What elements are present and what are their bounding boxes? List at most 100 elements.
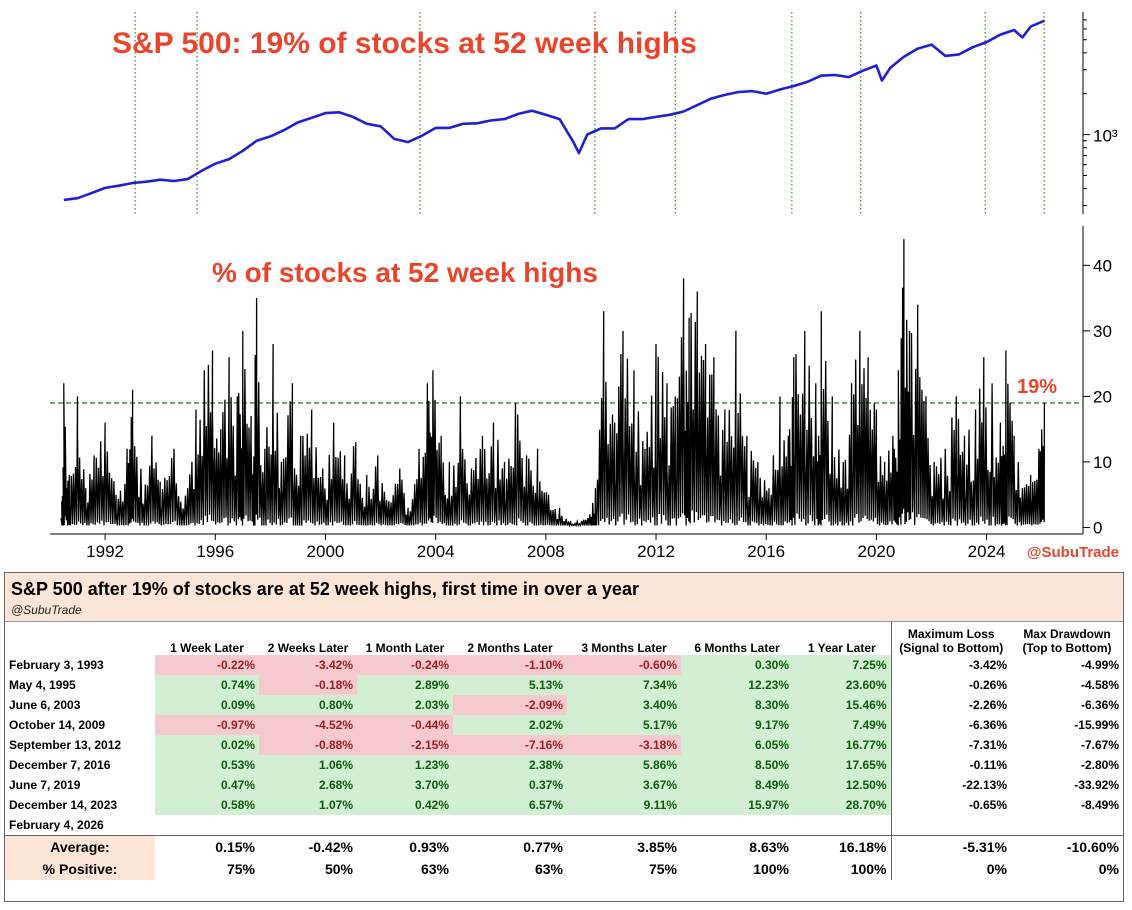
table-cell: -3.42%: [259, 655, 357, 675]
table-cell: 16.77%: [793, 735, 891, 755]
summary-cell: 50%: [324, 861, 353, 877]
column-header: Max Drawdown (Top to Bottom): [1022, 627, 1112, 655]
row-date: December 7, 2016: [9, 758, 111, 772]
table-cell: -0.60%: [567, 655, 681, 675]
table-cell: 28.70%: [793, 795, 891, 815]
pct-y-tick-label: 0: [1093, 518, 1102, 537]
price-series-line: [63, 19, 1045, 202]
column-header: 1 Month Later: [365, 641, 445, 655]
pct-annotation: @SubuTrade: [1027, 544, 1119, 561]
summary-cell: 75%: [648, 861, 677, 877]
pct-panel: 0 10 20 30 40 1992 1996 2000 2004 2008 2012 2016 202…: [50, 226, 1119, 561]
table-cell: [357, 815, 453, 836]
x-tick-label: 2024: [968, 542, 1006, 561]
pct-y-tick-label: 30: [1093, 322, 1112, 341]
x-tick-label: 2016: [747, 542, 785, 561]
summary-cell: 75%: [226, 861, 255, 877]
summary-cell: 3.85%: [567, 835, 681, 858]
table-cell: 17.65%: [793, 755, 891, 775]
table-row: February 4, 2026: [5, 815, 1123, 836]
table-row: June 6, 2003 0.09% 0.80% 2.03% -2.09% 3.40% 8.…: [5, 695, 1123, 715]
table-cell: -7.31%: [890, 735, 1011, 755]
table-cell: -15.99%: [1074, 718, 1119, 732]
table-row: June 7, 2019 0.47% 2.68% 3.70% 0.37% 3.67% 8.4…: [5, 775, 1123, 795]
table-row: February 3, 1993 -0.22% -3.42% -0.24% -1.10%…: [5, 655, 1123, 675]
price-chart-title: S&P 500: 19% of stocks at 52 week highs: [112, 27, 697, 60]
table-cell: -4.52%: [259, 715, 357, 735]
table-cell: 0.09%: [155, 695, 259, 715]
table-cell: 15.97%: [681, 795, 793, 815]
row-date: October 14, 2009: [9, 718, 106, 732]
table-cell: 12.23%: [681, 675, 793, 695]
summary-cell: 0%: [890, 858, 1011, 880]
table-cell: 9.17%: [681, 715, 793, 735]
table-cell: [259, 815, 357, 836]
table-cell: -33.92%: [1074, 778, 1119, 792]
column-header: 1 Week Later: [170, 641, 244, 655]
table-row: September 13, 2012 0.02% -0.88% -2.15% -7.16…: [5, 735, 1123, 755]
summary-cell: 0.93%: [357, 835, 453, 858]
row-date: December 14, 2023: [9, 798, 118, 812]
table-cell: 7.34%: [567, 675, 681, 695]
table-cell: 1.07%: [259, 795, 357, 815]
x-tick-label: 2008: [527, 542, 565, 561]
column-header: 2 Months Later: [467, 641, 553, 655]
table-cell: -1.10%: [453, 655, 567, 675]
column-header: Maximum Loss (Signal to Bottom): [890, 621, 1011, 655]
summary-cell: 0.15%: [155, 835, 259, 858]
table-cell: -8.49%: [1080, 798, 1119, 812]
x-tick-label: 2020: [857, 542, 895, 561]
table-cell: 0.42%: [357, 795, 453, 815]
table-cell: 0.58%: [155, 795, 259, 815]
table-cell: [1011, 815, 1123, 836]
table-cell: -22.13%: [890, 775, 1011, 795]
pct-y-tick-label: 10: [1093, 453, 1112, 472]
x-tick-label: 1996: [196, 542, 234, 561]
table-cell: [793, 815, 891, 836]
summary-cell: -0.42%: [259, 835, 357, 858]
table-cell: 3.70%: [357, 775, 453, 795]
table-cell: 0.37%: [453, 775, 567, 795]
table-cell: 2.38%: [453, 755, 567, 775]
table-cell: -0.44%: [357, 715, 453, 735]
summary-cell: 0.77%: [453, 835, 567, 858]
table-row: October 14, 2009 -0.97% -4.52% -0.44% 2.02% 5…: [5, 715, 1123, 735]
summary-cell: -5.31%: [890, 835, 1011, 858]
summary-cell: 100%: [753, 861, 789, 877]
summary-row: % Positive: 75% 50% 63% 63% 75% 100% 100% 0% 0%: [5, 858, 1123, 880]
table-cell: -0.65%: [890, 795, 1011, 815]
table-cell: 0.74%: [155, 675, 259, 695]
summary-cell: 0%: [1098, 861, 1119, 877]
summary-label: Average:: [5, 835, 155, 858]
x-tick-label: 2000: [307, 542, 345, 561]
table-cell: 9.11%: [567, 795, 681, 815]
table-cell: 8.49%: [681, 775, 793, 795]
table-cell: 3.67%: [567, 775, 681, 795]
table-cell: 5.86%: [567, 755, 681, 775]
table-cell: 6.05%: [681, 735, 793, 755]
row-date: June 6, 2003: [9, 698, 81, 712]
row-date: June 7, 2019: [9, 778, 81, 792]
table-cell: -0.26%: [890, 675, 1011, 695]
table-cell: -4.99%: [1080, 658, 1119, 672]
table-cell: 6.57%: [453, 795, 567, 815]
pct-chart-title: % of stocks at 52 week highs: [212, 257, 598, 288]
table-row: December 7, 2016 0.53% 1.06% 1.23% 2.38% 5.86…: [5, 755, 1123, 775]
column-header: 2 Weeks Later: [267, 641, 349, 655]
table-cell: 8.50%: [681, 755, 793, 775]
x-tick-label: 1992: [86, 542, 124, 561]
table-cell: -0.24%: [357, 655, 453, 675]
table-cell: 2.02%: [453, 715, 567, 735]
table-row: May 4, 1995 0.74% -0.18% 2.89% 5.13% 7.34% 12.…: [5, 675, 1123, 695]
summary-cell: 16.18%: [793, 835, 891, 858]
row-date: September 13, 2012: [9, 738, 122, 752]
summary-label: % Positive:: [5, 858, 155, 880]
table-cell: -0.97%: [155, 715, 259, 735]
table-cell: -0.18%: [259, 675, 357, 695]
pct-y-tick-label: 40: [1093, 256, 1112, 275]
table-cell: [567, 815, 681, 836]
table-cell: 0.02%: [155, 735, 259, 755]
pct-series-line: [60, 239, 1046, 528]
table-title: S&P 500 after 19% of stocks are at 52 we…: [11, 579, 639, 599]
